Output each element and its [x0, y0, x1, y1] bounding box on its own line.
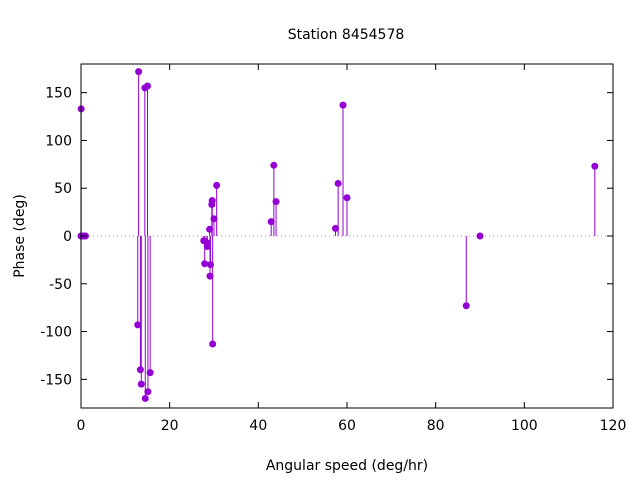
data-point-28: [272, 198, 280, 206]
chart-title: Station 8454578: [288, 27, 405, 43]
data-point-29: [331, 224, 339, 232]
data-point-5: [134, 321, 142, 329]
x-tick-label-0: 0: [77, 418, 86, 434]
data-point-23: [209, 340, 217, 348]
data-point-35: [591, 162, 599, 170]
x-tick-label-20: 20: [161, 418, 179, 434]
plot-area: [77, 68, 613, 402]
data-point-13: [146, 369, 154, 377]
data-point-27: [270, 161, 278, 169]
axes: 0 20 40 60 80 100 120 -150 -100 -50 0 50 100 150: [40, 64, 626, 434]
y-axis-label: Phase (deg): [12, 194, 28, 278]
data-point-17: [203, 243, 211, 251]
data-point-15: [201, 260, 209, 268]
y-tick-label-50: 50: [54, 181, 72, 197]
x-tick-label-100: 100: [511, 418, 538, 434]
data-point-34: [476, 232, 484, 240]
data-point-19: [206, 272, 214, 280]
data-point-32: [343, 194, 351, 202]
x-tick-label-60: 60: [338, 418, 356, 434]
x-tick-label-80: 80: [427, 418, 445, 434]
x-tick-label-120: 120: [600, 418, 627, 434]
data-point-31: [339, 101, 347, 109]
data-point-30: [334, 179, 342, 187]
data-point-7: [136, 366, 144, 374]
data-point-24: [210, 215, 218, 223]
data-point-11: [144, 82, 151, 90]
x-axis-label: Angular speed (deg/hr): [266, 458, 428, 474]
data-point-8: [137, 380, 145, 388]
x-tick-label-40: 40: [249, 418, 267, 434]
data-point-12: [144, 388, 152, 396]
data-point-33: [462, 302, 470, 310]
y-tick-label-100: 100: [45, 133, 72, 149]
y-tick-label-0: 0: [63, 229, 72, 245]
y-tick-label--100: -100: [40, 325, 72, 341]
y-tick-label-150: 150: [45, 86, 72, 102]
data-point-25: [213, 181, 221, 189]
data-point-22: [208, 197, 216, 205]
data-point-26: [267, 218, 275, 226]
data-point-6: [135, 68, 143, 76]
y-tick-label--50: -50: [49, 277, 72, 293]
y-tick-label--150: -150: [40, 372, 72, 388]
data-point-10: [141, 394, 149, 402]
